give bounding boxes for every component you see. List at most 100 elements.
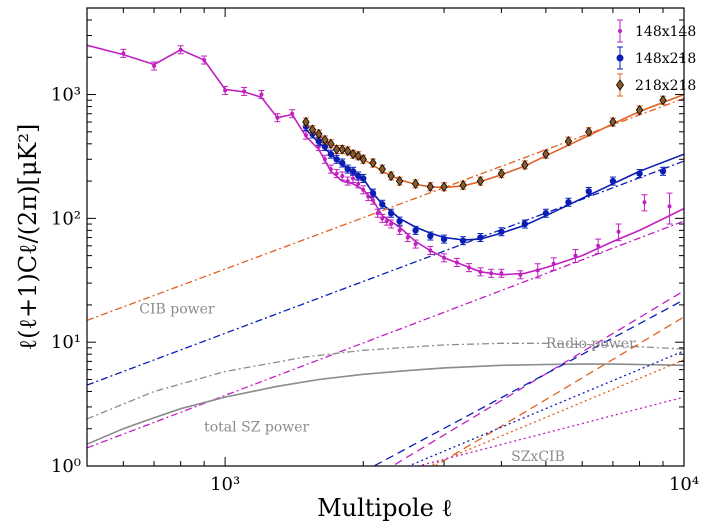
- data-point: [379, 201, 386, 208]
- data-point: [259, 92, 264, 97]
- data-point: [315, 137, 322, 145]
- data-point: [384, 219, 389, 224]
- data-point: [349, 168, 357, 175]
- data-point: [642, 200, 647, 205]
- legend: 148x148 148x218 218x218: [616, 19, 696, 97]
- data-point: [340, 173, 345, 178]
- data-point: [459, 180, 467, 191]
- legend-marker: [616, 54, 624, 62]
- data-point: [303, 133, 308, 138]
- annotation-label: CIB power: [139, 302, 215, 318]
- data-point: [467, 265, 472, 270]
- data-point: [387, 170, 395, 182]
- model-curve: [433, 316, 684, 466]
- data-point: [535, 268, 540, 273]
- data-point: [332, 144, 341, 155]
- legend-label: 218x218: [635, 78, 696, 94]
- data-point: [315, 128, 323, 140]
- data-point: [308, 124, 317, 135]
- data-point: [395, 175, 404, 187]
- annotation-label: SZxCIB: [511, 449, 565, 465]
- series-layer: [87, 44, 684, 466]
- data-point: [667, 204, 672, 209]
- model-curve: [87, 44, 684, 276]
- data-point: [442, 255, 447, 260]
- legend-label: 148x148: [635, 24, 696, 40]
- y-tick-label: 10²: [51, 208, 81, 229]
- data-point: [380, 216, 385, 221]
- annotation-label: total SZ power: [204, 419, 309, 435]
- data-point: [366, 194, 371, 199]
- model-curve: [87, 363, 684, 445]
- model-curve: [87, 342, 684, 420]
- data-point: [405, 235, 410, 240]
- data-point: [440, 181, 448, 192]
- data-point: [551, 261, 556, 266]
- data-point: [573, 253, 578, 258]
- data-point: [397, 228, 402, 233]
- data-point: [351, 176, 356, 181]
- data-point: [375, 211, 380, 216]
- model-curve: [87, 160, 684, 386]
- data-point: [334, 171, 339, 176]
- data-point: [369, 157, 377, 169]
- data-point: [152, 64, 157, 69]
- data-point: [413, 242, 418, 247]
- data-point: [476, 175, 485, 187]
- data-point: [412, 227, 419, 234]
- data-point: [616, 229, 621, 234]
- data-point: [609, 116, 617, 128]
- data-point: [354, 150, 362, 162]
- model-curve: [372, 299, 684, 466]
- model-curve: [305, 129, 684, 241]
- x-tick-label: 10⁴: [669, 474, 699, 495]
- data-point: [521, 159, 529, 171]
- data-point: [411, 178, 420, 190]
- model-curve: [391, 290, 684, 466]
- data-point: [565, 199, 572, 206]
- data-point: [521, 220, 529, 228]
- legend-label: 148x218: [635, 51, 696, 67]
- data-point: [275, 115, 280, 120]
- model-curve: [87, 97, 684, 322]
- data-point: [178, 47, 183, 52]
- series-148x148: [120, 45, 673, 280]
- model-curve: [305, 93, 684, 189]
- data-point: [596, 243, 601, 248]
- data-point: [389, 222, 394, 227]
- series-218x218: [302, 95, 667, 192]
- y-axis-label: ℓ(ℓ+1)Cℓ/(2π)[μK²]: [14, 124, 42, 351]
- data-point: [542, 148, 550, 160]
- legend-marker: [616, 79, 624, 91]
- model-curve: [427, 359, 684, 466]
- data-point: [356, 181, 361, 186]
- data-point: [396, 217, 403, 225]
- model-curve: [87, 363, 684, 445]
- data-point: [489, 271, 494, 276]
- x-tick-label: 10³: [210, 474, 240, 495]
- data-point: [302, 116, 310, 128]
- data-point: [202, 58, 207, 63]
- data-point: [454, 260, 459, 265]
- data-point: [321, 143, 329, 150]
- data-point: [360, 175, 367, 182]
- data-point: [499, 271, 504, 276]
- data-point: [497, 168, 506, 179]
- data-point: [121, 51, 126, 56]
- data-point: [564, 136, 573, 147]
- data-point: [349, 148, 357, 160]
- ticks-layer: 10³ 10⁴ 10⁰ 10¹ 10² 10³: [51, 7, 699, 495]
- axes-layer: [86, 7, 685, 467]
- data-point: [635, 104, 644, 116]
- y-tick-label: 10³: [51, 85, 81, 106]
- data-point: [542, 210, 550, 217]
- data-point: [338, 144, 346, 155]
- data-point: [378, 163, 386, 175]
- data-point: [327, 138, 335, 150]
- data-point: [333, 156, 340, 163]
- data-point: [290, 111, 295, 116]
- y-tick-label: 10⁰: [51, 456, 81, 477]
- data-point: [518, 272, 523, 277]
- plot-frame: [86, 7, 685, 467]
- data-point: [327, 150, 335, 158]
